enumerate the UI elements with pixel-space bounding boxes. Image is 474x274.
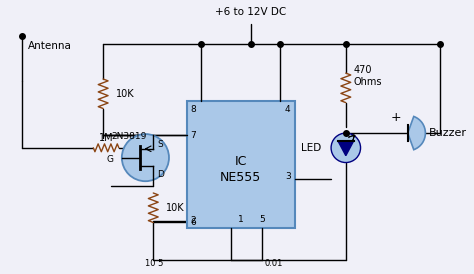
Text: +: + [391, 111, 401, 124]
Text: 1M: 1M [99, 133, 113, 143]
Text: 4: 4 [285, 105, 291, 114]
Bar [187, 101, 295, 228]
Text: LED: LED [301, 143, 321, 153]
Circle shape [331, 133, 361, 162]
Text: +6 to 12V DC: +6 to 12V DC [215, 7, 286, 17]
Text: 8: 8 [191, 105, 196, 114]
Text: 470
Ohms: 470 Ohms [354, 65, 382, 87]
Text: 2N3819: 2N3819 [111, 132, 146, 141]
Wedge shape [408, 116, 425, 150]
Text: 0.01: 0.01 [264, 259, 283, 268]
Text: 10K: 10K [116, 89, 135, 99]
Text: 10K: 10K [166, 203, 185, 213]
Text: Antenna: Antenna [27, 41, 72, 51]
Text: Buzzer: Buzzer [429, 128, 467, 138]
Text: G: G [107, 155, 114, 164]
Text: 7: 7 [191, 130, 196, 139]
Circle shape [122, 134, 169, 181]
Text: 5: 5 [259, 215, 265, 224]
Polygon shape [338, 141, 354, 156]
Text: IC
NE555: IC NE555 [220, 155, 261, 184]
Text: S: S [157, 140, 163, 149]
Text: 2: 2 [191, 216, 196, 225]
Text: 1: 1 [238, 215, 244, 224]
Text: 3: 3 [285, 172, 291, 181]
Text: D: D [157, 170, 164, 179]
Text: 10 5: 10 5 [146, 259, 164, 268]
Text: 6: 6 [191, 218, 196, 227]
